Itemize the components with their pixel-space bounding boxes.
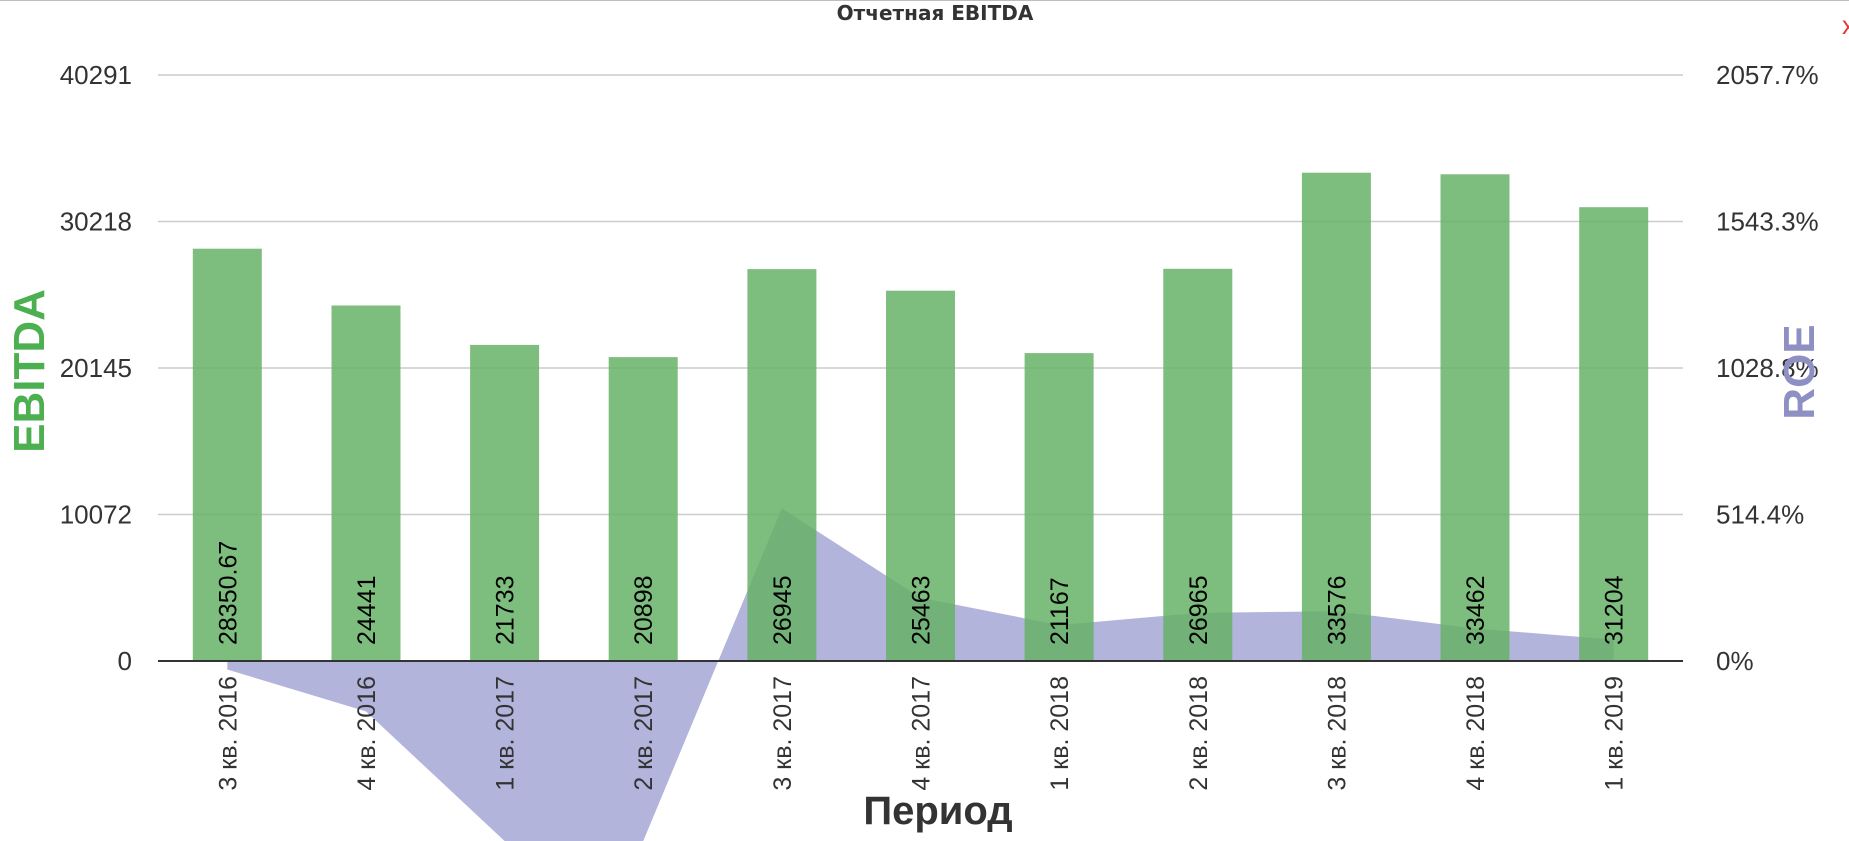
x-tick-label: 4 кв. 2016	[353, 676, 381, 791]
right-tick-label: 1028.8%	[1716, 353, 1819, 383]
left-tick-label: 30218	[60, 207, 132, 237]
bar-data-label: 25463	[908, 575, 936, 645]
right-tick-label: 0%	[1716, 646, 1754, 676]
bar-data-label: 26965	[1185, 575, 1213, 645]
bar-data-label: 26945	[769, 575, 797, 645]
x-axis-ticks: 3 кв. 2016 4 кв. 2016 1 кв. 2017 2 кв. 2017…	[214, 676, 1628, 791]
bar-data-label: 20898	[630, 575, 658, 645]
ebitda-bar	[1163, 268, 1233, 661]
ebitda-bar-series	[192, 172, 1649, 662]
roe-area	[227, 508, 1614, 841]
ebitda-bar	[192, 248, 262, 661]
ebitda-bar	[886, 290, 955, 661]
x-tick-label: 2 кв. 2018	[1185, 676, 1213, 791]
roe-area-series	[227, 508, 1614, 841]
x-tick-label: 3 кв. 2018	[1323, 676, 1351, 791]
x-tick-label: 2 кв. 2017	[630, 676, 658, 791]
bar-data-label: 21733	[492, 575, 520, 645]
left-axis-ticks: 0 10072 20145 30218 40291	[60, 60, 132, 676]
right-axis-ticks: 0% 514.4% 1028.8% 1543.3% 2057.7%	[1716, 60, 1819, 676]
x-tick-label: 4 кв. 2018	[1462, 676, 1490, 791]
right-tick-label: 514.4%	[1716, 500, 1804, 530]
x-tick-label: 1 кв. 2018	[1046, 676, 1074, 791]
top-border	[0, 0, 1849, 1]
right-tick-label: 2057.7%	[1716, 60, 1819, 90]
ebitda-bar	[1440, 174, 1510, 662]
left-tick-label: 20145	[60, 353, 132, 383]
ebitda-bar	[608, 357, 678, 661]
x-axis-title: Период	[863, 789, 1012, 833]
chart-title: Отчетная EBITDA	[837, 1, 1034, 25]
x-tick-label: 1 кв. 2017	[492, 676, 520, 791]
x-tick-label: 4 кв. 2017	[908, 676, 936, 791]
ebitda-bar	[1024, 353, 1094, 661]
bar-data-label: 33576	[1323, 575, 1351, 645]
bar-data-label: 28350.67	[214, 541, 242, 645]
bar-data-label: 21167	[1046, 577, 1074, 645]
ebitda-bar	[1301, 172, 1371, 661]
bar-data-label: 31204	[1601, 575, 1629, 645]
ebitda-bar	[1579, 207, 1649, 661]
left-tick-label: 40291	[60, 60, 132, 90]
left-axis-title: EBITDA	[5, 289, 54, 453]
bar-data-labels: 28350.67 24441 21733 20898 26945 25463 21167 26…	[214, 541, 1628, 645]
ebitda-bar	[747, 269, 817, 661]
ebitda-bar	[331, 305, 401, 661]
x-tick-label: 3 кв. 2016	[214, 676, 242, 791]
x-tick-label: 1 кв. 2019	[1601, 676, 1629, 791]
bar-data-label: 33462	[1462, 575, 1490, 645]
right-axis-title: ROE	[1775, 324, 1824, 419]
close-icon[interactable]: x	[1842, 10, 1849, 40]
left-tick-label: 0	[118, 646, 132, 676]
left-tick-label: 10072	[60, 500, 132, 530]
ebitda-bar	[470, 344, 540, 661]
x-tick-label: 3 кв. 2017	[769, 676, 797, 791]
bar-data-label: 24441	[353, 575, 381, 645]
right-tick-label: 1543.3%	[1716, 207, 1819, 237]
